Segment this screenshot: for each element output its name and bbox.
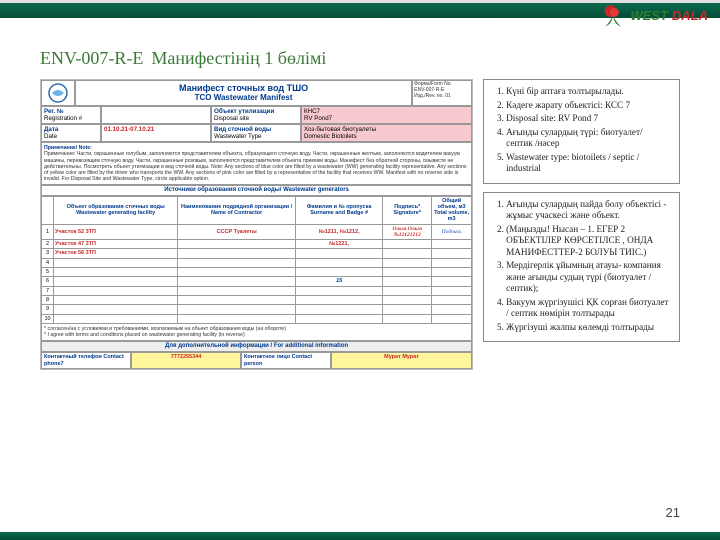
title-code: ENV-007-R-Е — [40, 48, 143, 69]
table-row: 615 — [42, 277, 472, 286]
note-body: Примечание: Части, окрашенные голубым, з… — [44, 151, 466, 182]
date-label-ru: Дата — [44, 126, 58, 133]
addl-l1: Контактный телефон Contact phone7 — [44, 354, 124, 366]
obj-v2: RV Pond7 — [304, 115, 332, 122]
gen-h5: Общий объем, м3 Total volume, m3 — [432, 197, 472, 224]
gen-h3: Фамилия и № пропуска Surname and Badge # — [295, 197, 382, 224]
table-row: 5 — [42, 268, 472, 277]
obj-v1: КНС7 — [304, 108, 320, 115]
list-item: Күні бір аптаға толтырылады. — [506, 86, 671, 98]
reg-value — [101, 106, 211, 124]
title-rest: Манифестінің 1 бөлімі — [151, 48, 326, 69]
tco-logo-icon — [41, 80, 75, 106]
page-title: ENV-007-R-Е Манифестінің 1 бөлімі — [40, 48, 680, 69]
list-item: Мердігерлік ұйымның атауы- компания және… — [506, 260, 671, 295]
logo: WEST DALA — [600, 2, 708, 28]
obj-label-ru: Объект утилизации — [214, 108, 274, 115]
table-row: 8 — [42, 296, 472, 305]
reg-label-ru: Рег. № — [44, 108, 64, 115]
date-value: 01.10.21-07.10.21 — [101, 124, 211, 142]
addl-v1: 7772255344 — [131, 352, 241, 369]
form-meta3: Изд./Rev. no. 01 — [414, 94, 470, 100]
addl-title: Для дополнительной информации / For addi… — [41, 341, 472, 352]
table-row: 4 — [42, 258, 472, 267]
addl-v2: Мурат Мурат — [331, 352, 472, 369]
type-label-ru: Вид сточной воды — [214, 126, 271, 133]
list-item: Disposal site: RV Pond 7 — [506, 113, 671, 125]
table-row: 9 — [42, 305, 472, 314]
obj-label-en: Disposal site — [214, 115, 249, 122]
generators-title: Источники образования сточной воды/ Wast… — [41, 185, 472, 196]
note-label: Примечание/ Note: — [44, 145, 92, 151]
bottom-bar — [0, 532, 720, 540]
generators-table: Объект образования сточных воды Wastewat… — [41, 196, 472, 324]
list-item: Кәдеге жарату объектісі: КСС 7 — [506, 100, 671, 112]
gen-h2: Наименование подрядной организации / Nam… — [178, 197, 296, 224]
reg-label-en: Registration # — [44, 115, 82, 122]
form-title-en: TCO Wastewater Manifest — [78, 93, 409, 102]
list-item: Ағынды сулардың түрі: биотуалет/ септик … — [506, 127, 671, 150]
table-row: 2Участок 47 3ТП№1221, — [42, 240, 472, 249]
gen-h1: Объект образования сточных воды Wastewat… — [54, 197, 178, 224]
page-number: 21 — [666, 505, 680, 520]
table-row: 1Участок 52 3ТПСССР Туалеты№1211, №1212,… — [42, 224, 472, 240]
list-item: (Маңызды! Нысан – 1. ЕГЕР 2 ОБЪЕКТІЛЕР К… — [506, 224, 671, 259]
info-panel-2: Ағынды сулардың пайда болу объектісі - ж… — [483, 192, 680, 343]
list-item: Вакуум жүргізушісі ҚК сорған биотуалет /… — [506, 297, 671, 320]
logo-text-dala: DALA — [672, 8, 708, 23]
table-row: 10 — [42, 314, 472, 323]
form-title-ru: Манифест сточных вод ТШО — [78, 83, 409, 93]
foot2: * I agree with terms and conditions plac… — [44, 332, 469, 338]
rose-icon — [600, 2, 626, 28]
list-item: Ағынды сулардың пайда болу объектісі - ж… — [506, 199, 671, 222]
type-label-en: Wastewater Type — [214, 133, 261, 140]
date-label-en: Date — [44, 133, 57, 140]
addl-l2: Контактное лицо Contact person — [244, 354, 312, 366]
manifest-form: Манифест сточных вод ТШО TCO Wastewater … — [40, 79, 473, 370]
gen-h4: Подпись* Signature* — [383, 197, 432, 224]
info-panel-1: Күні бір аптаға толтырылады. Кәдеге жарат… — [483, 79, 680, 184]
list-item: Wastewater type: biotoilets / septic / i… — [506, 152, 671, 175]
type-v2: Domestic Biotoilets — [304, 133, 357, 140]
type-v1: Хоз-бытовая биотуалеты — [304, 126, 376, 133]
logo-text-west: WEST — [630, 8, 668, 23]
list-item: Жүргізуші жалпы көлемді толтырады — [506, 322, 671, 334]
table-row: 7 — [42, 286, 472, 295]
table-row: 3Участок 56 3ТП — [42, 249, 472, 258]
